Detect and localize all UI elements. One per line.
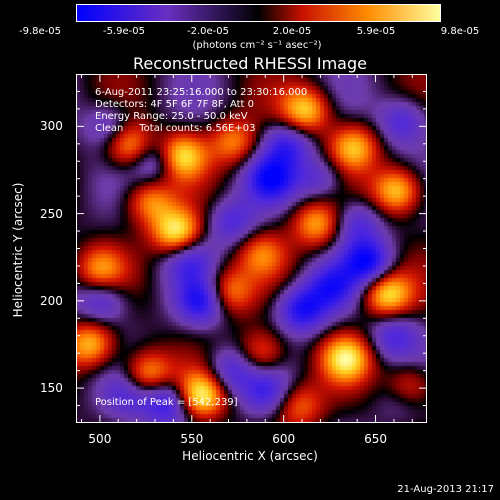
- heatmap-plot: [76, 74, 427, 423]
- x-tick-label: 600: [272, 432, 296, 446]
- colorbar-tick-label: -5.9e-05: [103, 26, 145, 37]
- colorbar-units: (photons cm⁻² s⁻¹ asec⁻²): [192, 40, 322, 51]
- x-axis-label: Heliocentric X (arcsec): [182, 449, 318, 463]
- y-tick-label: 300: [40, 119, 63, 134]
- x-tick-label: 500: [88, 432, 112, 446]
- total-counts-label: Clean Total counts: 6.56E+03: [95, 123, 256, 134]
- colorbar-tick-label: -2.0e-05: [187, 26, 229, 37]
- timestamp: 21-Aug-2013 21:17: [397, 484, 494, 495]
- colorbar: [76, 4, 441, 22]
- y-tick-label: 200: [40, 293, 63, 308]
- y-tick-label: 150: [40, 381, 63, 396]
- colorbar-tick-label: 9.8e-05: [440, 26, 480, 37]
- x-tick-label: 550: [180, 432, 204, 446]
- energy-range-label: Energy Range: 25.0 - 50.0 keV: [95, 111, 248, 122]
- peak-position-label: Position of Peak = [542,239]: [95, 397, 238, 408]
- detectors-label: Detectors: 4F 5F 6F 7F 8F, Att 0: [95, 99, 255, 110]
- y-tick-label: 250: [40, 206, 63, 221]
- colorbar-tick-label: -9.8e-05: [19, 26, 61, 37]
- chart-title: Reconstructed RHESSI Image: [133, 54, 367, 73]
- y-axis-label: Heliocentric Y (arcsec): [11, 182, 25, 318]
- colorbar-tick-label: 5.9e-05: [356, 26, 396, 37]
- colorbar-tick-label: 2.0e-05: [272, 26, 312, 37]
- time-range-label: 6-Aug-2011 23:25:16.000 to 23:30:16.000: [95, 87, 308, 98]
- x-tick-label: 650: [364, 432, 387, 446]
- plot-frame: [76, 74, 427, 423]
